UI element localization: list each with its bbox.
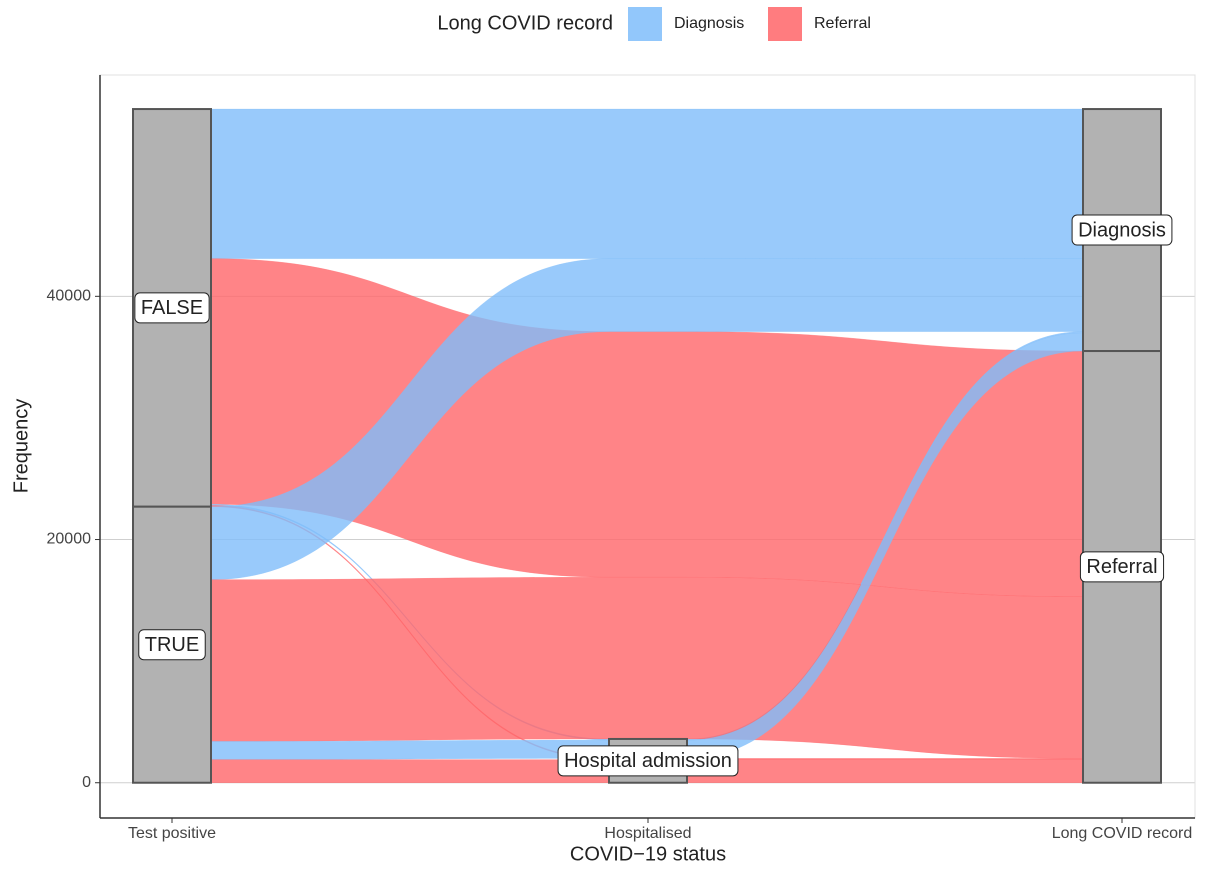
label-box bbox=[557, 745, 739, 777]
label-box bbox=[1071, 214, 1173, 246]
y-axis-title: Frequency bbox=[10, 399, 32, 494]
flow bbox=[210, 576, 1084, 759]
y-tick-label: 0 bbox=[82, 774, 91, 791]
y-tick-label: 20000 bbox=[47, 531, 92, 548]
label-box bbox=[134, 292, 210, 324]
x-tick-label: Hospitalised bbox=[604, 825, 691, 842]
y-tick-label: 40000 bbox=[47, 288, 92, 305]
stratum-label: TRUE bbox=[145, 634, 199, 656]
x-tick-label: Long COVID record bbox=[1052, 825, 1193, 842]
legend-label: Diagnosis bbox=[674, 15, 744, 32]
flow bbox=[210, 108, 1084, 259]
stratum-label: Hospital admission bbox=[564, 750, 732, 772]
stratum-label: FALSE bbox=[141, 297, 203, 319]
x-tick-label: Test positive bbox=[128, 825, 216, 842]
legend-swatch bbox=[768, 7, 802, 41]
legend-swatch bbox=[628, 7, 662, 41]
stratum-label: Diagnosis bbox=[1078, 219, 1166, 241]
label-box bbox=[1079, 551, 1165, 583]
label-box bbox=[138, 629, 206, 661]
stratum-label: Referral bbox=[1086, 556, 1157, 578]
x-axis-title: COVID−19 status bbox=[570, 843, 726, 865]
legend-title: Long COVID record bbox=[437, 12, 613, 34]
flows bbox=[210, 108, 1084, 783]
legend-label: Referral bbox=[814, 15, 871, 32]
